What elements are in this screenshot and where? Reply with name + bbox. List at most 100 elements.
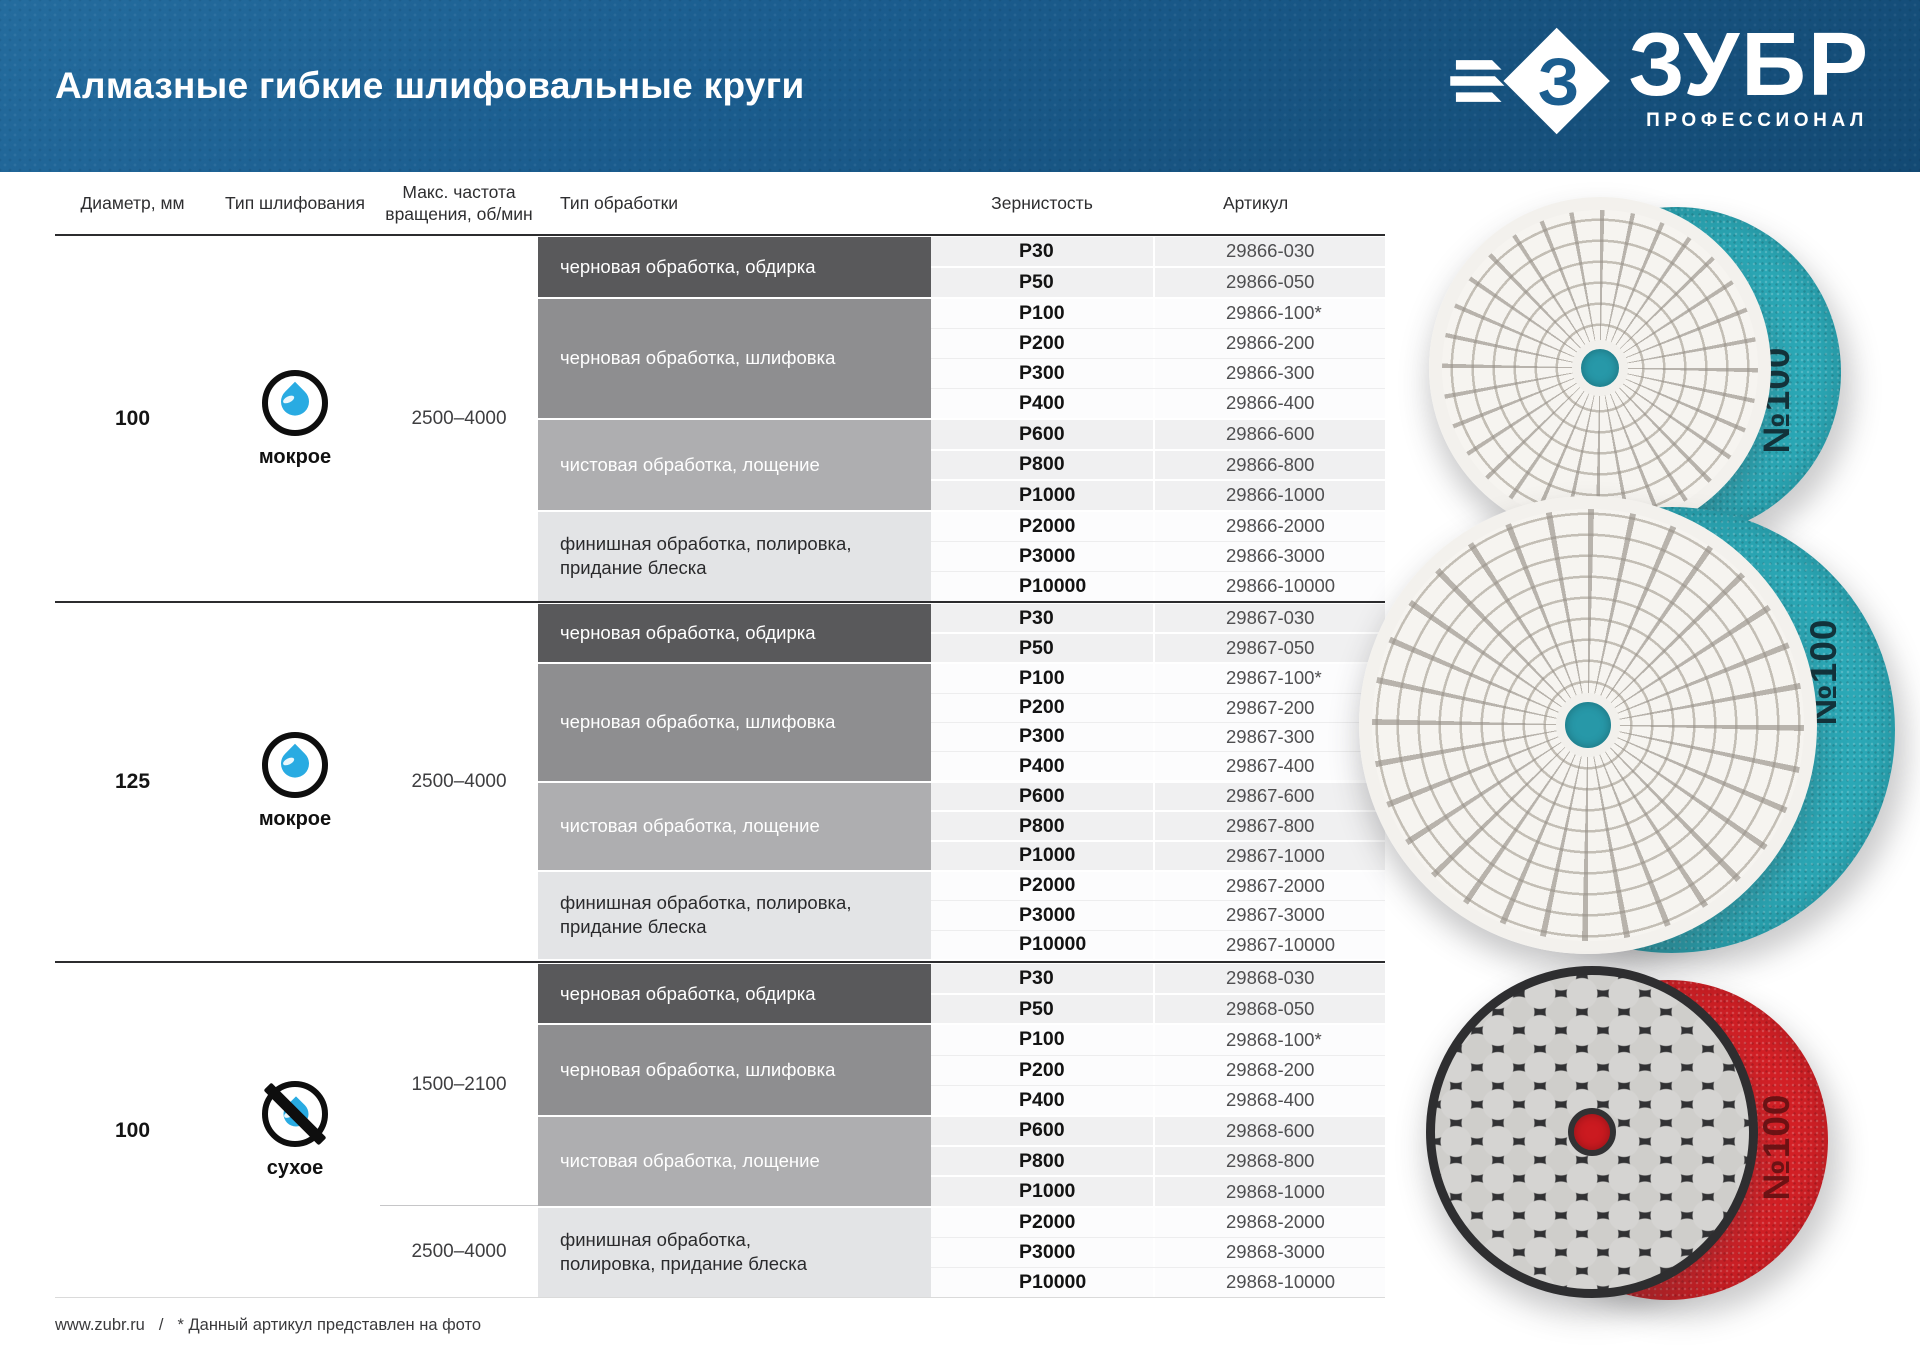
grit-value: P200: [1019, 331, 1065, 354]
grit-sku-rows: P2000 29868-2000 P3000 29868-3000 P10000 2986…: [931, 1207, 1385, 1298]
sku-value: 29867-10000: [1153, 930, 1385, 960]
grit-sku-rows: P600 29867-600 P800 29867-800 P1000 29867-100…: [931, 782, 1385, 870]
grit-value: P1000: [1019, 483, 1076, 506]
processing-type-cell: черновая обработка, шлифовка: [538, 664, 931, 781]
processing-block: черновая обработка, шлифовка P100 29866-10…: [538, 298, 1385, 420]
grit-value: P2000: [1019, 1210, 1076, 1233]
table-header-underline: [55, 234, 1385, 236]
grit-value: P100: [1019, 301, 1065, 324]
rpm-column: 1500–2100 2500–4000: [380, 964, 538, 1297]
grind-type-label: мокрое: [258, 445, 332, 468]
grit-sku-rows: P2000 29866-2000 P3000 29866-3000 P10000 2986…: [931, 511, 1385, 602]
table-row: P400 29867-400: [931, 752, 1385, 781]
table-row: P800 29867-800: [931, 812, 1385, 842]
diameter-value: 100: [114, 1118, 151, 1142]
disc-center-hole: [1572, 340, 1628, 396]
page-header: Алмазные гибкие шлифовальные круги З ЗУБ…: [0, 0, 1920, 172]
grit-value: P2000: [1019, 514, 1076, 537]
sku-value: 29868-10000: [1153, 1267, 1385, 1298]
table-row: P3000 29868-3000: [931, 1237, 1385, 1268]
sku-value: 29866-030: [1153, 237, 1385, 266]
grit-value: P3000: [1019, 544, 1076, 567]
no-water-drop-icon: [262, 1081, 328, 1147]
table-row: P10000 29866-10000: [931, 571, 1385, 602]
grit-sku-rows: P600 29868-600 P800 29868-800 P1000 29868-100…: [931, 1116, 1385, 1206]
column-header-rpm: Макс. частота вращения, об/мин: [385, 181, 533, 224]
processing-block: черновая обработка, обдирка P30 29868-030 P…: [538, 964, 1385, 1026]
grit-sku-rows: P30 29867-030 P50 29867-050: [931, 604, 1385, 663]
sku-value: 29868-800: [1153, 1147, 1385, 1176]
grit-value: P3000: [1019, 1240, 1076, 1263]
sku-value: 29868-2000: [1153, 1207, 1385, 1237]
table-row: P3000 29866-3000: [931, 541, 1385, 572]
grit-sku-rows: P100 29867-100* P200 29867-200 P300 29867-300…: [931, 664, 1385, 781]
rpm-column: 2500–4000: [380, 237, 538, 601]
table-row: P2000 29866-2000: [931, 511, 1385, 542]
rpm-column: 2500–4000: [380, 604, 538, 959]
table-row: P30 29867-030: [931, 604, 1385, 635]
disc-size-badge: №100: [1756, 1093, 1797, 1201]
table-row: P30 29866-030: [931, 237, 1385, 268]
processing-type-cell: финишная обработка, полировка, придание …: [538, 511, 931, 601]
grit-value: P600: [1019, 784, 1065, 807]
sku-value: 29867-400: [1153, 752, 1385, 781]
processing-type-cell: финишная обработка, полировка, придание …: [538, 1207, 931, 1298]
table-row: P600 29867-600: [931, 782, 1385, 813]
processing-block: финишная обработка, полировка, придание …: [538, 871, 1385, 960]
sku-value: 29868-3000: [1153, 1237, 1385, 1267]
sku-value: 29866-2000: [1153, 511, 1385, 541]
grit-value: P400: [1019, 391, 1065, 414]
table-row: P10000 29868-10000: [931, 1267, 1385, 1298]
group-separator-line: [55, 601, 1385, 603]
page-footer: www.zubr.ru / * Данный артикул представл…: [55, 1316, 481, 1335]
sku-value: 29866-1000: [1153, 481, 1385, 510]
drop-shape: [275, 743, 315, 784]
grit-value: P300: [1019, 361, 1065, 384]
processing-block: черновая обработка, шлифовка P100 29868-10…: [538, 1025, 1385, 1117]
grit-sku-rows: P100 29868-100* P200 29868-200 P400 29868-400: [931, 1025, 1385, 1115]
processing-type-cell: чистовая обработка, лощение: [538, 782, 931, 870]
sku-value: 29867-600: [1153, 782, 1385, 811]
rpm-value: 1500–2100: [411, 1073, 507, 1095]
table-row: P800 29866-800: [931, 450, 1385, 481]
column-header-grit: Зернистость: [991, 192, 1093, 213]
sku-value: 29866-3000: [1153, 541, 1385, 571]
sku-value: 29868-100*: [1153, 1025, 1385, 1055]
table-bottom-line: [55, 1297, 1385, 1298]
column-header-grind-type: Тип шлифования: [225, 192, 365, 213]
processing-type-cell: чистовая обработка, лощение: [538, 1116, 931, 1206]
grit-value: P600: [1019, 1119, 1065, 1142]
grit-value: P50: [1019, 997, 1054, 1020]
grind-type-label: сухое: [266, 1157, 324, 1179]
processing-type-cell: черновая обработка, обдирка: [538, 604, 931, 663]
footnote: * Данный артикул представлен на фото: [177, 1316, 482, 1334]
grit-value: P600: [1019, 422, 1065, 445]
sku-value: 29866-300: [1153, 358, 1385, 388]
table-row: P300 29866-300: [931, 358, 1385, 389]
grit-value: P3000: [1019, 903, 1076, 926]
site-url: www.zubr.ru: [55, 1316, 145, 1334]
grit-value: P800: [1019, 814, 1065, 837]
processing-type-cell: финишная обработка, полировка, придание …: [538, 871, 931, 959]
column-header-processing: Тип обработки: [560, 192, 679, 213]
grit-sku-rows: P2000 29867-2000 P3000 29867-3000 P10000 2986…: [931, 871, 1385, 960]
brand-name: ЗУБР: [1628, 15, 1870, 115]
grit-value: P1000: [1019, 1180, 1076, 1203]
zubr-logo-mark-icon: З: [1450, 27, 1611, 135]
sku-value: 29866-100*: [1153, 298, 1385, 328]
processing-type-cell: черновая обработка, шлифовка: [538, 298, 931, 418]
sku-value: 29866-400: [1153, 388, 1385, 418]
column-header-diameter: Диаметр, мм: [80, 192, 185, 213]
grit-value: P100: [1019, 666, 1065, 689]
product-group: 125 мокрое 2500–4000 черновая обработка, об…: [55, 604, 1385, 960]
table-row: P800 29868-800: [931, 1147, 1385, 1178]
grit-value: P10000: [1019, 933, 1087, 956]
footer-slash: /: [158, 1316, 164, 1334]
sku-value: 29866-200: [1153, 328, 1385, 358]
sku-value: 29866-600: [1153, 420, 1385, 449]
table-row: P100 29866-100*: [931, 298, 1385, 329]
sku-value: 29867-200: [1153, 693, 1385, 722]
table-row: P1000 29868-1000: [931, 1177, 1385, 1206]
product-group: 100 мокрое 2500–4000 черновая обработка, об…: [55, 237, 1385, 602]
